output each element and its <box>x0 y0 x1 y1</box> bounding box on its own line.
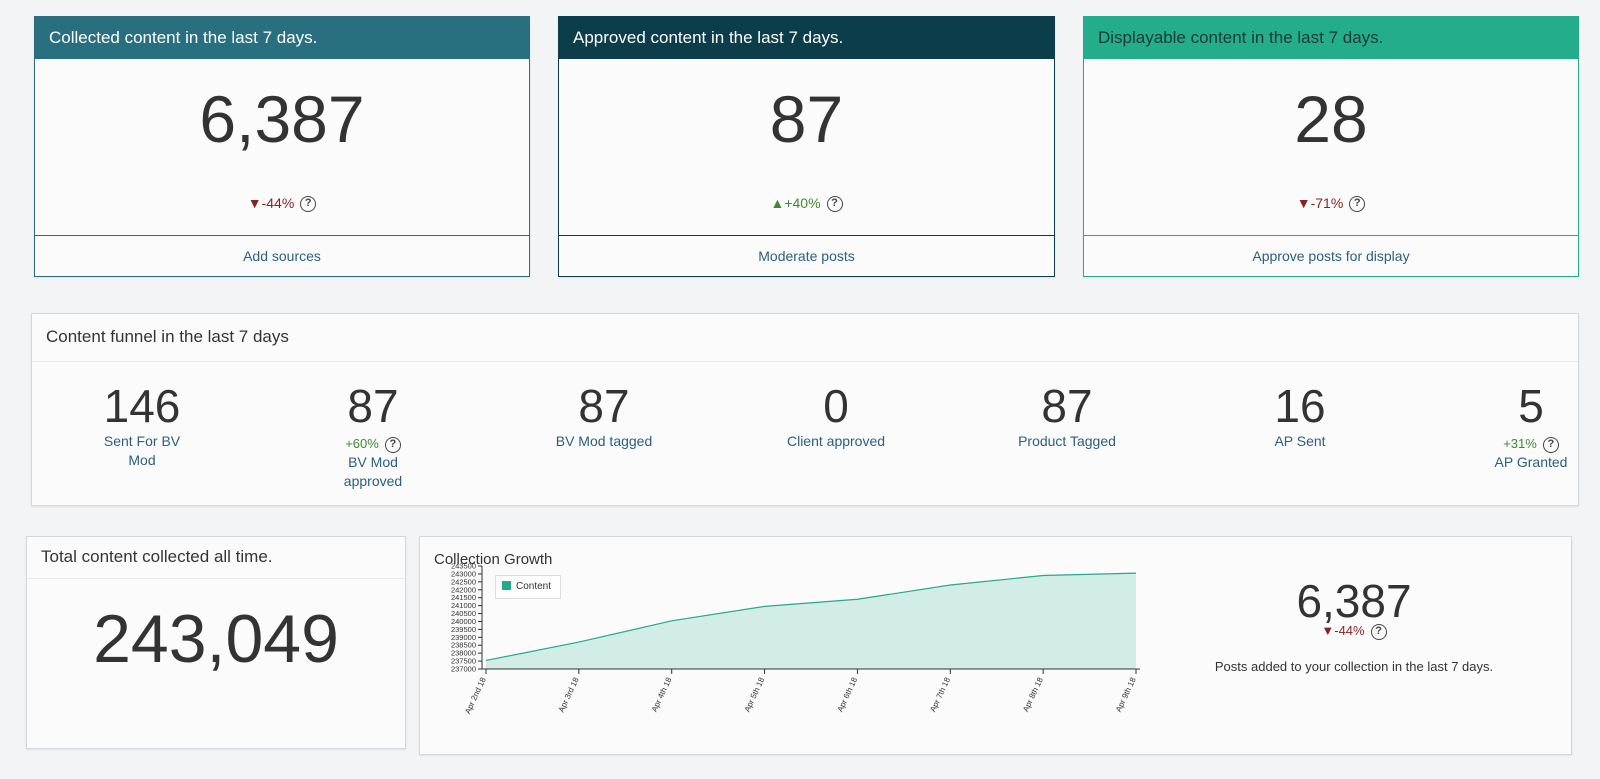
collected-card-value: 6,387 <box>199 82 365 156</box>
funnel-label[interactable]: Product Tagged <box>1018 433 1116 449</box>
collected-card-title: Collected content in the last 7 days. <box>35 17 529 59</box>
growth-side-caption: Posts added to your collection in the la… <box>1214 659 1494 674</box>
collected-delta-value: -44% <box>261 195 295 211</box>
x-tick-label: Apr 5th 18 <box>743 676 767 714</box>
displayable-card-title: Displayable content in the last 7 days. <box>1084 17 1578 59</box>
help-icon[interactable]: ? <box>384 436 401 453</box>
funnel-item-bv-mod-tagged: 87 BV Mod tagged <box>529 380 679 451</box>
funnel-value: 16 <box>1274 380 1326 432</box>
collection-growth-chart: 2370002375002380002385002390002395002400… <box>451 562 1140 716</box>
y-tick-label: 240000 <box>451 617 476 626</box>
y-tick-label: 242500 <box>451 577 476 586</box>
funnel-label[interactable]: Client approved <box>786 433 886 449</box>
approve-posts-link[interactable]: Approve posts for display <box>1084 235 1578 276</box>
funnel-item-client-approved: 0 Client approved <box>761 380 911 451</box>
moderate-posts-link[interactable]: Moderate posts <box>559 235 1054 276</box>
x-tick-label: Apr 4th 18 <box>650 676 674 714</box>
total-title: Total content collected all time. <box>27 537 405 579</box>
y-tick-label: 241000 <box>451 601 476 610</box>
displayable-card-value: 28 <box>1294 82 1368 156</box>
y-tick-label: 243000 <box>451 569 476 578</box>
funnel-value: 87 <box>1041 380 1093 432</box>
x-tick-label: Apr 9th 18 <box>1114 676 1138 714</box>
displayable-card-delta: ▼-71%? <box>1084 195 1578 215</box>
collected-card: Collected content in the last 7 days. 6,… <box>34 16 530 277</box>
approved-card-delta: ▲+40%? <box>559 195 1054 215</box>
x-tick-label: Apr 2nd 18 <box>463 676 488 716</box>
y-tick-label: 239000 <box>451 633 476 642</box>
growth-side-value: 6,387 <box>1296 575 1412 627</box>
area-fill <box>486 573 1136 669</box>
y-tick-label: 241500 <box>451 593 476 602</box>
x-tick-label: Apr 7th 18 <box>928 676 952 714</box>
funnel-item-ap-sent: 16 AP Sent <box>1225 380 1375 451</box>
arrow-down-icon: ▼ <box>247 195 262 211</box>
funnel-delta-value: +31% <box>1503 436 1537 451</box>
help-icon[interactable]: ? <box>1542 436 1559 453</box>
funnel-label[interactable]: BV Mod approved <box>343 454 403 489</box>
funnel-delta: +60%? <box>298 435 448 453</box>
help-icon[interactable]: ? <box>300 196 317 213</box>
legend-swatch <box>502 581 511 590</box>
funnel-label[interactable]: AP Sent <box>1274 433 1326 449</box>
approved-card-title: Approved content in the last 7 days. <box>559 17 1054 59</box>
collection-growth-panel: Collection Growth 237000 237500 238000 2385… <box>419 536 1572 755</box>
displayable-delta-value: -71% <box>1310 195 1344 211</box>
funnel-label[interactable]: AP Granted <box>1494 454 1568 470</box>
funnel-item-bv-mod-approved: 87 +60%? BV Mod approved <box>298 380 448 491</box>
displayable-card: Displayable content in the last 7 days. … <box>1083 16 1579 277</box>
funnel-item-ap-granted: 5 +31%? AP Granted <box>1456 380 1600 472</box>
arrow-down-icon: ▼ <box>1296 195 1311 211</box>
approved-card: Approved content in the last 7 days. 87 … <box>558 16 1055 277</box>
y-tick-label: 238000 <box>451 649 476 658</box>
help-icon[interactable]: ? <box>1370 623 1387 640</box>
x-tick-label: Apr 3rd 18 <box>557 676 581 714</box>
funnel-value: 0 <box>823 380 849 432</box>
growth-side-delta: ▼-44%? <box>1290 623 1418 640</box>
funnel-title: Content funnel in the last 7 days <box>32 314 1578 362</box>
y-tick-label: 237000 <box>451 665 476 674</box>
series-line-content <box>485 572 1137 662</box>
funnel-label[interactable]: Sent For BV Mod <box>103 433 181 468</box>
chart-legend[interactable]: Content <box>495 575 561 599</box>
funnel-value: 146 <box>103 380 181 432</box>
approved-delta-value: +40% <box>784 195 821 211</box>
funnel-item-product-tagged: 87 Product Tagged <box>992 380 1142 451</box>
funnel-delta: +31%? <box>1456 435 1600 453</box>
arrow-up-icon: ▲ <box>770 195 785 211</box>
approved-card-value: 87 <box>769 82 844 156</box>
y-tick-label: 237500 <box>451 657 476 666</box>
help-icon[interactable]: ? <box>1349 196 1366 213</box>
add-sources-link[interactable]: Add sources <box>35 235 529 276</box>
x-tick-label: Apr 6th 18 <box>835 676 859 714</box>
y-tick-label: 243500 <box>451 562 476 571</box>
y-tick-label: 239500 <box>451 625 476 634</box>
growth-delta-value: -44% <box>1334 623 1365 638</box>
collected-card-delta: ▼-44%? <box>35 195 529 215</box>
x-tick-label: Apr 8th 18 <box>1021 676 1045 714</box>
funnel-value: 5 <box>1518 380 1544 432</box>
growth-title: Collection Growth <box>434 551 553 568</box>
legend-label: Content <box>516 581 552 592</box>
funnel-value: 87 <box>347 380 399 432</box>
funnel-value: 87 <box>578 380 630 432</box>
y-tick-label: 240500 <box>451 609 476 618</box>
total-content-panel: Total content collected all time. 243,04… <box>26 536 406 749</box>
y-tick-label: 238500 <box>451 641 476 650</box>
funnel-delta-value: +60% <box>345 436 379 451</box>
funnel-label[interactable]: BV Mod tagged <box>555 433 653 449</box>
funnel-item-sent-for-bv-mod: 146 Sent For BV Mod <box>67 380 217 470</box>
arrow-down-icon: ▼ <box>1321 623 1335 638</box>
total-value: 243,049 <box>93 601 339 677</box>
help-icon[interactable]: ? <box>826 196 843 213</box>
y-tick-label: 242000 <box>451 585 476 594</box>
content-funnel-panel: Content funnel in the last 7 days 146 Se… <box>31 313 1579 506</box>
